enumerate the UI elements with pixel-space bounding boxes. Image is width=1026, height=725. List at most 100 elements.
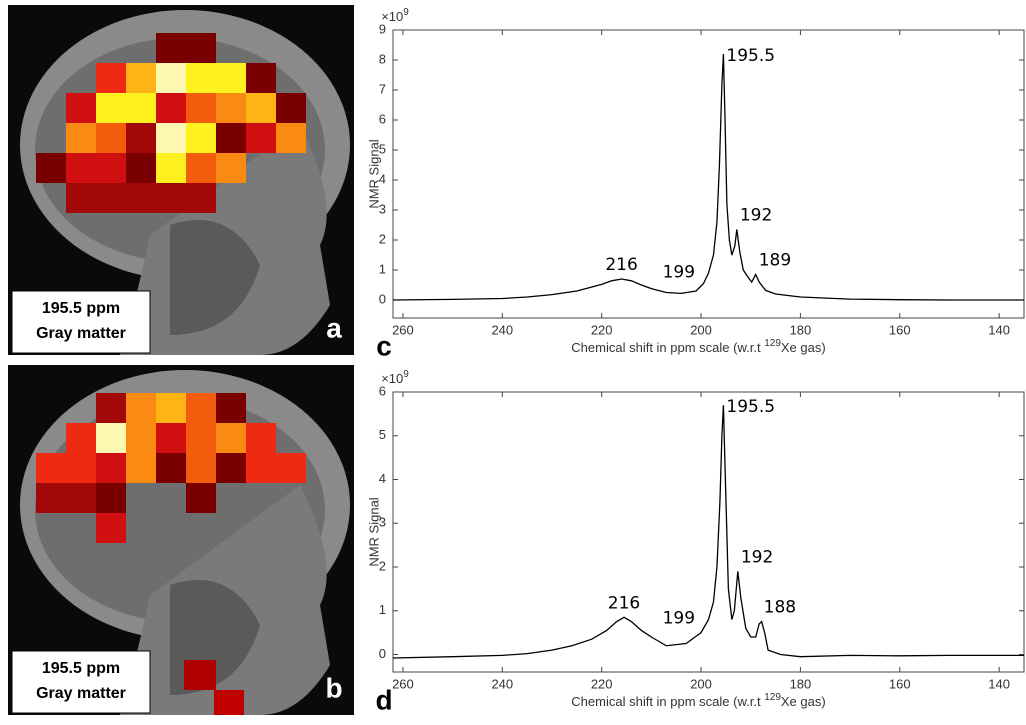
y-tick-label: 1: [379, 602, 386, 617]
heatmap-cell: [214, 690, 244, 715]
x-tick-label: 160: [889, 676, 911, 691]
heatmap-cell: [216, 123, 246, 153]
spectrum-line: [393, 54, 1024, 300]
heatmap-cell: [156, 453, 186, 483]
heatmap-cell: [186, 93, 216, 123]
heatmap-cell: [216, 423, 246, 453]
y-tick-label: 5: [379, 427, 386, 442]
heatmap-cell: [126, 63, 156, 93]
heatmap-cell: [126, 453, 156, 483]
heatmap-cell: [66, 453, 96, 483]
heatmap-cell: [186, 153, 216, 183]
heatmap-cell: [186, 483, 216, 513]
heatmap-cell: [66, 483, 96, 513]
heatmap-cell: [66, 93, 96, 123]
heatmap-cell: [126, 393, 156, 423]
heatmap-cell: [216, 63, 246, 93]
heatmap-cell: [156, 33, 186, 63]
x-label-part: Chemical shift in ppm scale (w.r.t: [571, 694, 764, 709]
x-tick-label: 160: [889, 322, 911, 337]
panel-letter: a: [326, 312, 342, 343]
heatmap-cell: [186, 393, 216, 423]
multiplier-base: ×10: [381, 9, 403, 24]
x-tick-label: 260: [392, 322, 414, 337]
label-text: Gray matter: [36, 325, 126, 342]
heatmap-cell: [96, 153, 126, 183]
mri-panel: 195.5 ppm Gray matter a: [8, 5, 354, 355]
heatmap-cell: [186, 63, 216, 93]
heatmap-cell: [246, 453, 276, 483]
heatmap-cell: [186, 453, 216, 483]
x-label-part: Xe gas): [781, 340, 826, 355]
panel-letter: d: [375, 684, 392, 715]
heatmap-cell: [186, 33, 216, 63]
y-tick-label: 7: [379, 81, 386, 96]
x-tick-label: 220: [591, 676, 613, 691]
y-multiplier: ×109: [381, 7, 409, 25]
x-tick-label: 140: [988, 676, 1010, 691]
y-tick-label: 0: [379, 646, 386, 661]
x-label-sup: 129: [764, 338, 781, 349]
multiplier-exponent: 9: [403, 369, 409, 380]
heatmap-cell: [66, 423, 96, 453]
heatmap-cell: [96, 183, 126, 213]
peak-annotation: 192: [741, 547, 773, 567]
y-tick-label: 8: [379, 51, 386, 66]
mri-panel: 195.5 ppm Gray matter b: [8, 365, 354, 715]
heatmap-cell: [126, 183, 156, 213]
heatmap-cell: [66, 153, 96, 183]
heatmap-cell: [156, 423, 186, 453]
heatmap-cell: [126, 93, 156, 123]
heatmap-cell: [36, 483, 66, 513]
heatmap-cell: [186, 423, 216, 453]
heatmap-cell: [156, 153, 186, 183]
y-multiplier: ×109: [381, 369, 409, 387]
x-axis-label: Chemical shift in ppm scale (w.r.t 129Xe…: [571, 338, 825, 356]
plot-frame: [393, 392, 1024, 672]
heatmap-cell: [96, 513, 126, 543]
x-label-part: Xe gas): [781, 694, 826, 709]
label-text: 195.5 ppm: [42, 660, 120, 677]
x-label-sup: 129: [764, 692, 781, 703]
heatmap-cell: [36, 153, 66, 183]
panel-letter: b: [325, 672, 342, 703]
heatmap-cell: [216, 393, 246, 423]
peak-annotation: 199: [663, 609, 695, 629]
heatmap-cell: [216, 453, 246, 483]
multiplier-exponent: 9: [403, 7, 409, 18]
y-tick-label: 1: [379, 261, 386, 276]
y-tick-label: 0: [379, 291, 386, 306]
heatmap-cell: [36, 453, 66, 483]
heatmap-cell: [126, 153, 156, 183]
peak-annotation: 188: [764, 598, 796, 618]
peak-annotation: 216: [608, 593, 640, 613]
label-text: 195.5 ppm: [42, 300, 120, 317]
peak-annotation: 192: [740, 206, 772, 226]
peak-annotation: 189: [759, 251, 791, 271]
x-tick-label: 200: [690, 322, 712, 337]
heatmap-cell: [66, 123, 96, 153]
x-tick-label: 240: [491, 676, 513, 691]
x-tick-label: 260: [392, 676, 414, 691]
x-tick-label: 180: [790, 322, 812, 337]
heatmap-cell: [96, 483, 126, 513]
heatmap-cell: [156, 123, 186, 153]
y-tick-label: 4: [379, 471, 386, 486]
heatmap-cell: [216, 93, 246, 123]
panel-letter: c: [376, 330, 392, 361]
heatmap-cell: [246, 123, 276, 153]
y-axis-label: NMR Signal: [366, 497, 381, 566]
x-tick-label: 180: [790, 676, 812, 691]
heatmap-cell: [246, 93, 276, 123]
plot-frame: [393, 30, 1024, 318]
y-tick-label: 2: [379, 231, 386, 246]
spectrum-line: [393, 405, 1024, 658]
peak-annotation: 199: [663, 263, 695, 283]
heatmap-cell: [276, 93, 306, 123]
heatmap-cell: [276, 453, 306, 483]
heatmap-cell: [96, 123, 126, 153]
heatmap-cell: [156, 183, 186, 213]
peak-annotation: 195.5: [726, 397, 775, 417]
y-tick-label: 6: [379, 111, 386, 126]
label-text: Gray matter: [36, 685, 126, 702]
